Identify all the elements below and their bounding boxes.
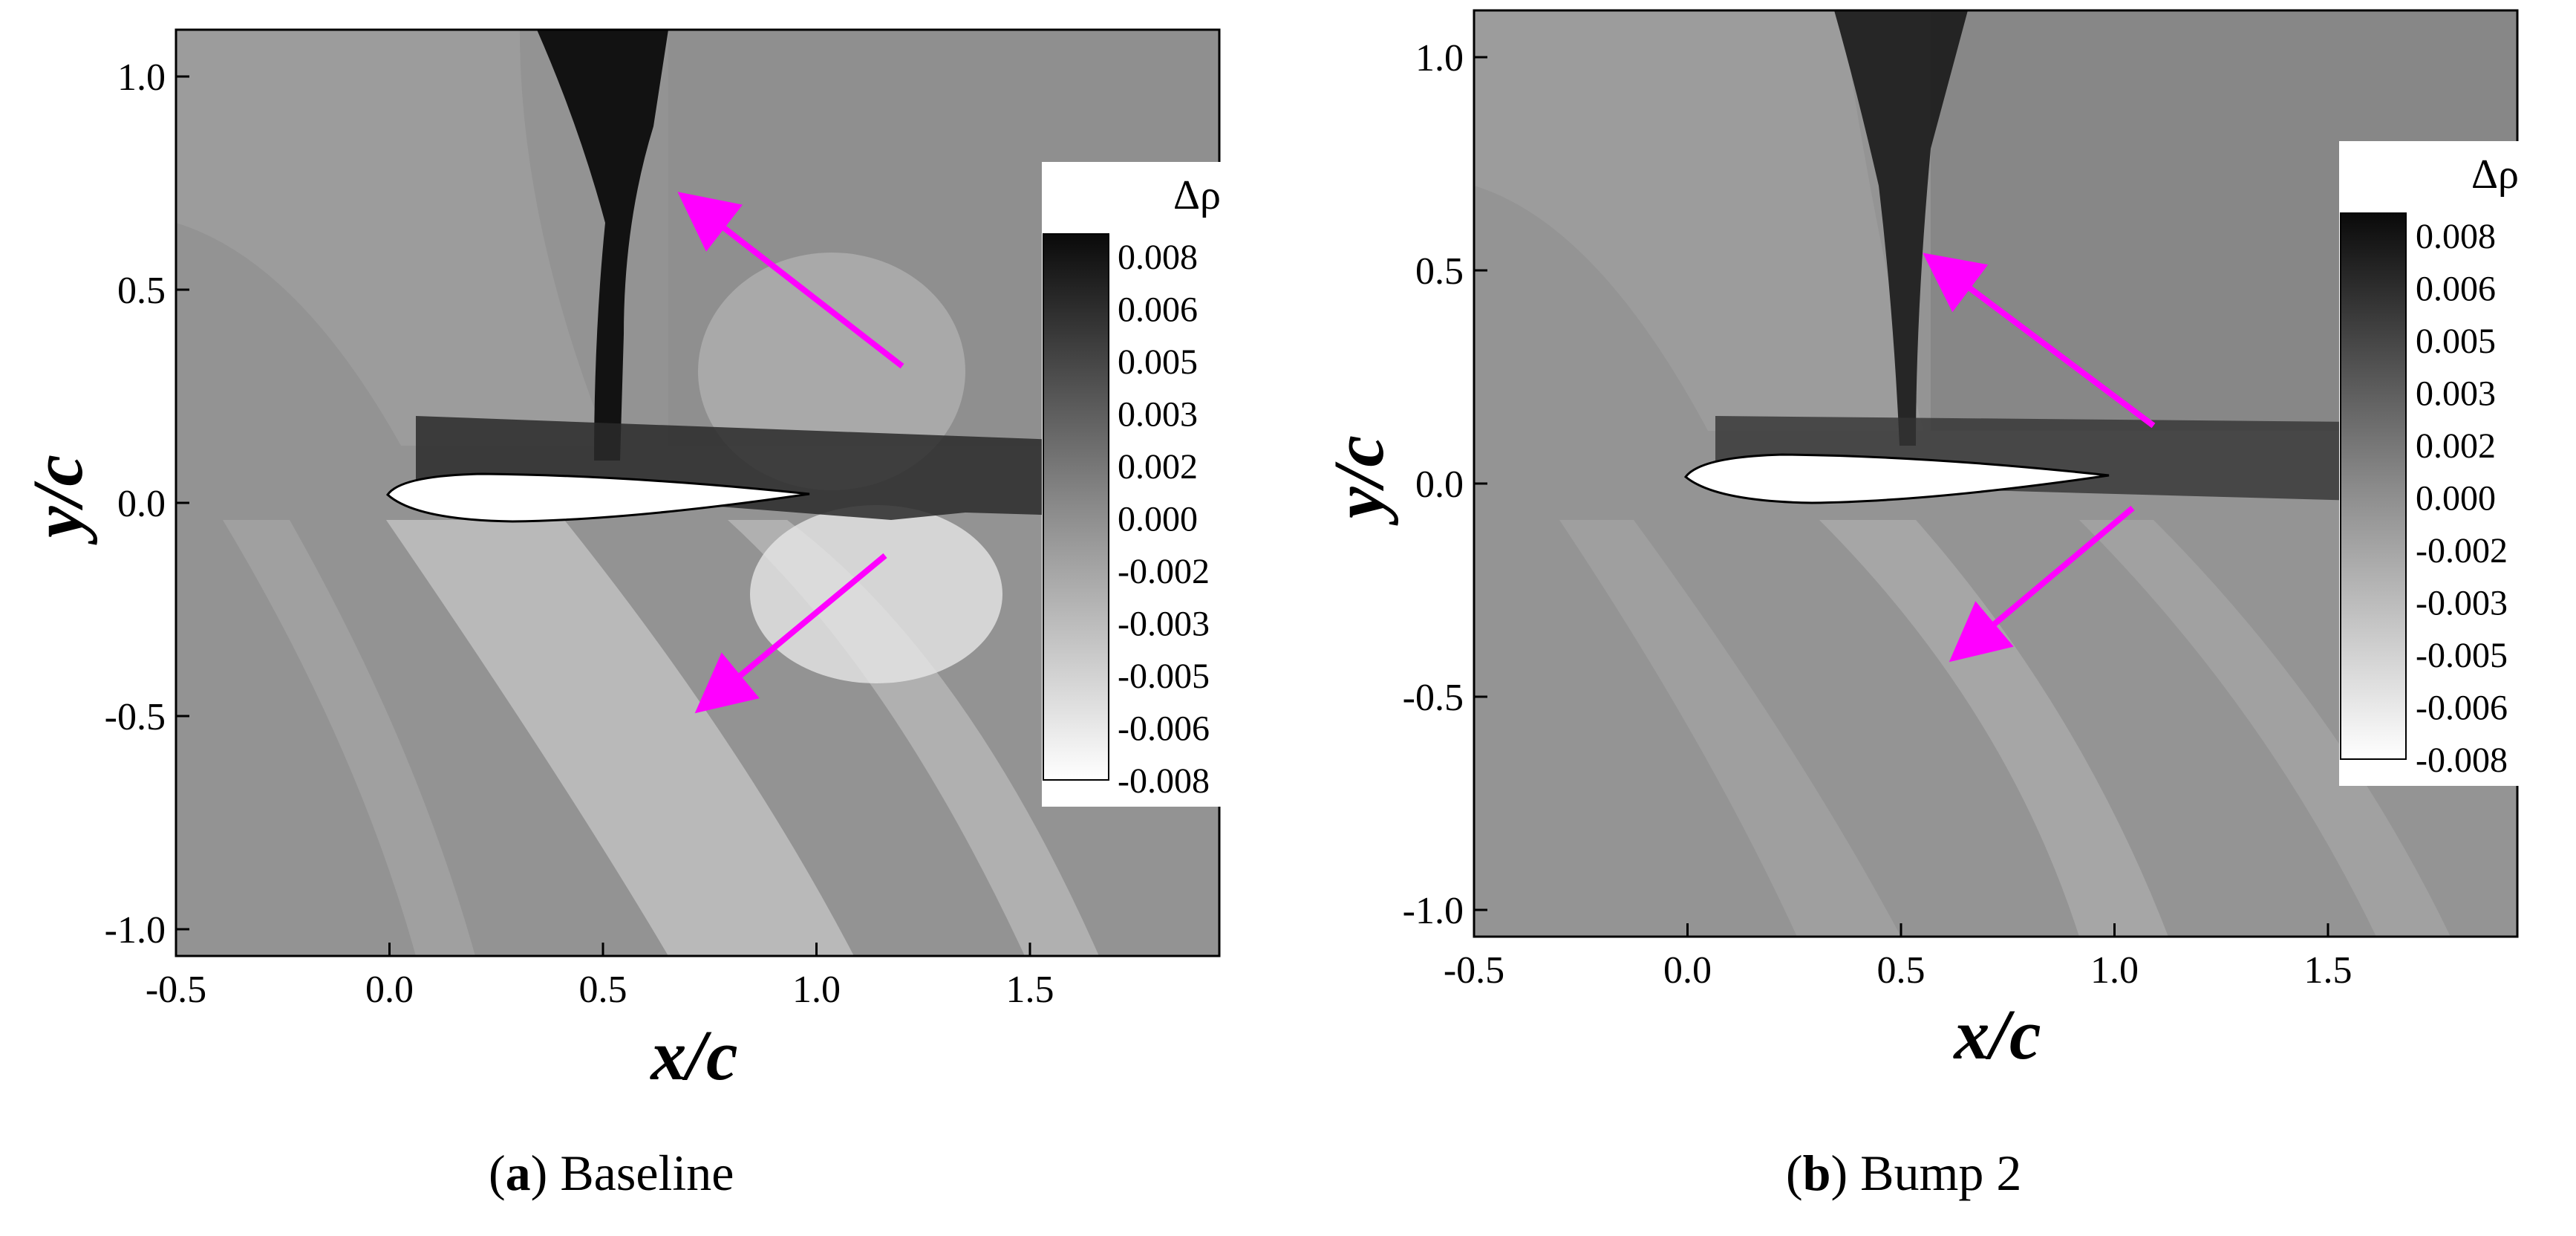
panel-a-colorbar-tick-label: 0.002 (1118, 447, 1198, 487)
panel-b-colorbar-tick-label: -0.003 (2416, 584, 2508, 623)
panel-b-colorbar-tick-label: -0.002 (2416, 531, 2508, 570)
panel-a-caption-letter: a (505, 1145, 531, 1201)
panel-a-y-tick-label: 0.5 (117, 270, 166, 312)
panel-a-colorbar-title: Δρ (1173, 172, 1221, 218)
panel-a-y-tick-label: 1.0 (117, 56, 166, 99)
panel-b-colorbar-tick-label: 0.002 (2416, 426, 2496, 466)
panel-a-colorbar-tick-label: 0.008 (1118, 238, 1198, 277)
panel-a-colorbar-tick-label: 0.005 (1118, 342, 1198, 382)
panel-a-colorbar-tick-label: -0.008 (1118, 761, 1210, 801)
panel-b-x-tick-label: -0.5 (1444, 949, 1504, 992)
panel-a-caption: (a) Baseline (489, 1145, 734, 1201)
panel-b-x-tick-label: 1.0 (2090, 949, 2139, 992)
panel-b-colorbar-tick-label: 0.008 (2416, 217, 2496, 256)
panel-b-y-tick-label: -0.5 (1403, 677, 1464, 719)
panel-a-y-tick-label: -1.0 (105, 909, 166, 952)
panel-b-colorbar-title: Δρ (2471, 152, 2519, 198)
panel-a-y-tick-label: -0.5 (105, 696, 166, 738)
panel-a-colorbar: Δρ 0.008 0.006 0.005 0.003 0.002 0.000 -0.002 -… (1042, 162, 1253, 807)
panel-b-x-tick-label: 0.0 (1663, 949, 1712, 992)
panel-b-colorbar-ticks: 0.008 0.006 0.005 0.003 0.002 0.000 -0.002 -0.0… (2416, 217, 2508, 780)
panel-a-x-tick-label: 0.0 (365, 969, 414, 1011)
panel-a-x-tick-label: 1.5 (1006, 969, 1054, 1011)
panel-a-colorbar-tick-label: 0.003 (1118, 395, 1198, 435)
panel-a-colorbar-ticks: 0.008 0.006 0.005 0.003 0.002 0.000 -0.002 -0.0… (1118, 238, 1210, 801)
panel-b: -0.5 0.0 0.5 1.0 1.5 1.0 0.5 0.0 -0.5 -1.0 x/c y… (1319, 9, 2551, 1074)
panel-b-colorbar-tick-label: 0.005 (2416, 322, 2496, 361)
panel-a-x-ticks: -0.5 0.0 0.5 1.0 1.5 (146, 943, 1054, 1011)
panel-b-colorbar-tick-label: -0.008 (2416, 741, 2508, 780)
panel-a-y-tick-label: 0.0 (117, 483, 166, 525)
panel-a-caption-text: Baseline (560, 1145, 734, 1201)
panel-b-colorbar-scale (2340, 212, 2407, 760)
panel-a-colorbar-tick-label: -0.006 (1118, 709, 1210, 749)
panel-a-colorbar-tick-label: 0.000 (1118, 500, 1198, 539)
panel-b-y-tick-label: -1.0 (1403, 890, 1464, 932)
panel-a-colorbar-tick-label: -0.002 (1118, 552, 1210, 591)
panel-b-x-tick-label: 1.5 (2304, 949, 2352, 992)
panel-b-colorbar-tick-label: 0.000 (2416, 479, 2496, 518)
panel-a-x-axis-label: x/c (649, 1015, 737, 1095)
panel-b-colorbar-tick-label: -0.005 (2416, 636, 2508, 675)
panel-b-colorbar: Δρ 0.008 0.006 0.005 0.003 0.002 0.000 -0.002 -… (2339, 141, 2551, 786)
panel-b-y-tick-label: 0.5 (1415, 250, 1464, 293)
panel-a-y-axis-label: y/c (18, 455, 97, 545)
panel-b-y-tick-label: 0.0 (1415, 464, 1464, 506)
panel-a-colorbar-scale (1043, 233, 1109, 781)
panel-b-y-tick-label: 1.0 (1415, 37, 1464, 79)
panel-b-x-tick-label: 0.5 (1877, 949, 1926, 992)
panel-b-caption-letter: b (1802, 1145, 1831, 1201)
panel-a-x-tick-label: -0.5 (146, 969, 206, 1011)
panel-a-y-ticks: 1.0 0.5 0.0 -0.5 -1.0 (105, 56, 189, 952)
panel-b-colorbar-tick-label: -0.006 (2416, 689, 2508, 728)
panel-a-colorbar-tick-label: 0.006 (1118, 290, 1198, 330)
panel-b-x-axis-label: x/c (1952, 995, 2041, 1074)
panel-a: -0.5 0.0 0.5 1.0 1.5 1.0 0.5 0.0 -0.5 -1.0 x/c y… (18, 28, 1253, 1095)
panel-a-colorbar-tick-label: -0.005 (1118, 657, 1210, 696)
panel-a-x-tick-label: 0.5 (579, 969, 627, 1011)
panel-b-caption-text: Bump 2 (1860, 1145, 2022, 1201)
panel-b-y-axis-label: y/c (1319, 435, 1398, 526)
panel-a-colorbar-tick-label: -0.003 (1118, 605, 1210, 644)
panel-a-x-tick-label: 1.0 (792, 969, 841, 1011)
panel-b-x-ticks: -0.5 0.0 0.5 1.0 1.5 (1444, 923, 2352, 992)
panel-b-colorbar-tick-label: 0.006 (2416, 270, 2496, 309)
panel-b-y-ticks: 1.0 0.5 0.0 -0.5 -1.0 (1403, 37, 1487, 932)
panel-b-colorbar-tick-label: 0.003 (2416, 374, 2496, 414)
panel-b-caption: (b) Bump 2 (1786, 1145, 2022, 1201)
